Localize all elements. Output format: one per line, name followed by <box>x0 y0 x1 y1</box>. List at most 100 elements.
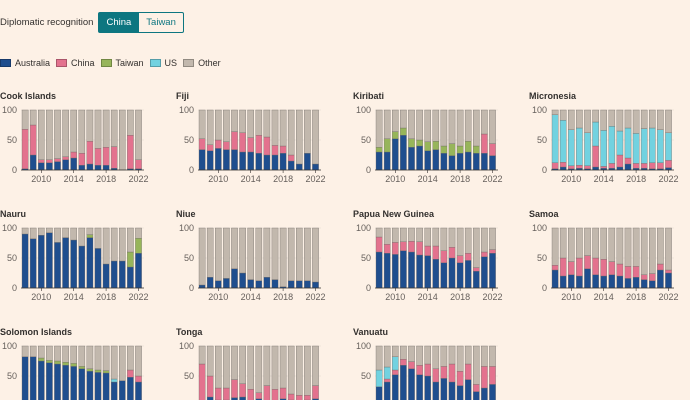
panel-title-kiribati: Kiribati <box>353 91 385 101</box>
bar-cook-islands-2021-other <box>127 109 134 136</box>
bar-micronesia-2015-china <box>608 163 616 169</box>
x-tick-label: 2022 <box>658 174 678 184</box>
toggle-china-button[interactable]: China <box>98 12 140 33</box>
bar-vanuatu-2009-china <box>383 378 391 383</box>
bar-samoa-2022-australia <box>665 272 672 289</box>
bar-fiji-2013-other <box>239 109 246 133</box>
bar-vanuatu-2020-china <box>473 384 480 392</box>
bar-papua-new-guinea-2020-other <box>473 227 480 268</box>
bar-vanuatu-2012-australia <box>408 368 415 400</box>
bar-cook-islands-2011-china <box>46 159 53 163</box>
bar-micronesia-2008-china <box>551 162 559 169</box>
y-tick-label: 50 <box>7 371 17 381</box>
y-tick-label: 50 <box>7 135 17 145</box>
bar-vanuatu-2008-us <box>375 369 383 387</box>
x-tick-label: 2022 <box>128 174 148 184</box>
bar-fiji-2020-australia <box>296 163 303 171</box>
bar-nauru-2011-australia <box>46 232 53 289</box>
bar-vanuatu-2010-other <box>392 345 399 357</box>
bar-vanuatu-2013-australia <box>416 374 423 400</box>
bar-fiji-2010-australia <box>215 148 222 171</box>
bar-tonga-2021-china <box>304 395 311 400</box>
bar-nauru-2015-australia <box>78 245 86 289</box>
bar-tonga-2009-china <box>206 375 214 398</box>
chart-fiji: 0 50 100 2010 2014 2018 2022 <box>179 105 326 184</box>
bar-micronesia-2017-other <box>624 109 632 129</box>
bar-papua-new-guinea-2021-other <box>481 227 488 253</box>
bar-tonga-2013-china <box>239 383 246 398</box>
bar-papua-new-guinea-2008-australia <box>375 251 383 289</box>
bar-micronesia-2016-australia <box>616 166 624 171</box>
bar-micronesia-2009-australia <box>559 166 567 171</box>
bar-micronesia-2009-us <box>559 120 567 163</box>
bar-samoa-2016-other <box>616 227 624 265</box>
bar-cook-islands-2010-other <box>38 109 45 160</box>
bar-micronesia-2010-other <box>568 109 575 130</box>
y-tick-label: 100 <box>179 341 194 351</box>
bar-micronesia-2018-other <box>632 109 640 134</box>
bar-tonga-2012-other <box>231 345 238 380</box>
bar-fiji-2013-china <box>239 132 246 153</box>
chart-papua-new-guinea: 0 50 100 2010 2014 2018 2022 <box>356 223 503 302</box>
bar-nauru-2020-other <box>119 227 126 262</box>
bar-samoa-2008-china <box>551 265 559 271</box>
bar-fiji-2020-other <box>296 109 303 165</box>
bar-papua-new-guinea-2017-china <box>448 247 456 259</box>
bar-vanuatu-2015-other <box>432 345 440 369</box>
panel-title-micronesia: Micronesia <box>529 91 577 101</box>
bar-solomon-islands-2010-taiwan <box>38 357 45 362</box>
bar-micronesia-2008-other <box>551 109 559 115</box>
bar-samoa-2017-china <box>624 266 632 279</box>
bar-kiribati-2010-other <box>392 109 399 132</box>
bar-papua-new-guinea-2016-china <box>440 250 448 263</box>
bar-vanuatu-2020-other <box>473 345 480 385</box>
bar-samoa-2022-china <box>665 269 672 274</box>
bar-cook-islands-2017-china <box>94 148 102 166</box>
bar-fiji-2014-china <box>247 137 254 153</box>
bar-cook-islands-2018-australia <box>102 165 110 171</box>
toggle-taiwan-button[interactable]: Taiwan <box>139 12 184 33</box>
bar-tonga-2014-other <box>247 345 254 390</box>
bar-cook-islands-2011-australia <box>46 162 53 171</box>
bar-kiribati-2021-china <box>481 133 488 154</box>
bar-vanuatu-2011-australia <box>400 365 407 400</box>
bar-cook-islands-2017-other <box>94 109 102 149</box>
bar-micronesia-2011-other <box>576 109 583 129</box>
bar-nauru-2013-other <box>62 227 69 238</box>
bar-papua-new-guinea-2017-australia <box>448 257 456 289</box>
bar-solomon-islands-2010-australia <box>38 360 45 400</box>
bar-kiribati-2008-australia <box>375 151 383 171</box>
y-tick-label: 50 <box>537 253 547 263</box>
bar-samoa-2021-other <box>657 227 664 265</box>
bar-kiribati-2017-other <box>448 109 456 144</box>
bar-samoa-2019-china <box>640 274 648 280</box>
bar-kiribati-2009-other <box>383 109 391 139</box>
bar-niue-2010-other <box>215 227 222 281</box>
legend-item-taiwan: Taiwan <box>100 58 144 68</box>
bar-papua-new-guinea-2013-other <box>416 227 423 242</box>
bar-micronesia-2020-us <box>649 127 656 163</box>
bar-kiribati-2018-other <box>456 109 464 147</box>
x-tick-label: 2022 <box>482 292 502 302</box>
bar-cook-islands-2009-other <box>29 109 37 126</box>
bar-kiribati-2008-taiwan <box>375 147 383 153</box>
x-tick-label: 2010 <box>208 174 228 184</box>
bar-samoa-2011-china <box>576 257 583 277</box>
bar-nauru-2021-other <box>127 227 134 253</box>
bar-micronesia-2022-other <box>665 109 672 133</box>
legend-item-us: US <box>149 58 177 68</box>
bar-fiji-2014-australia <box>247 151 254 171</box>
bar-nauru-2021-taiwan <box>127 251 134 268</box>
bar-kiribati-2020-australia <box>473 153 480 171</box>
bar-vanuatu-2021-other <box>481 345 488 367</box>
bar-micronesia-2011-china <box>576 165 583 169</box>
bar-kiribati-2011-other <box>400 109 407 129</box>
bar-kiribati-2009-taiwan <box>383 138 391 153</box>
bar-solomon-islands-2013-other <box>62 345 69 363</box>
bar-papua-new-guinea-2021-china <box>481 251 488 257</box>
bar-fiji-2015-australia <box>255 153 263 171</box>
bar-kiribati-2019-taiwan <box>464 141 472 153</box>
bar-vanuatu-2008-australia <box>375 386 383 400</box>
x-tick-label: 2014 <box>418 292 438 302</box>
bar-niue-2014-australia <box>247 279 254 289</box>
